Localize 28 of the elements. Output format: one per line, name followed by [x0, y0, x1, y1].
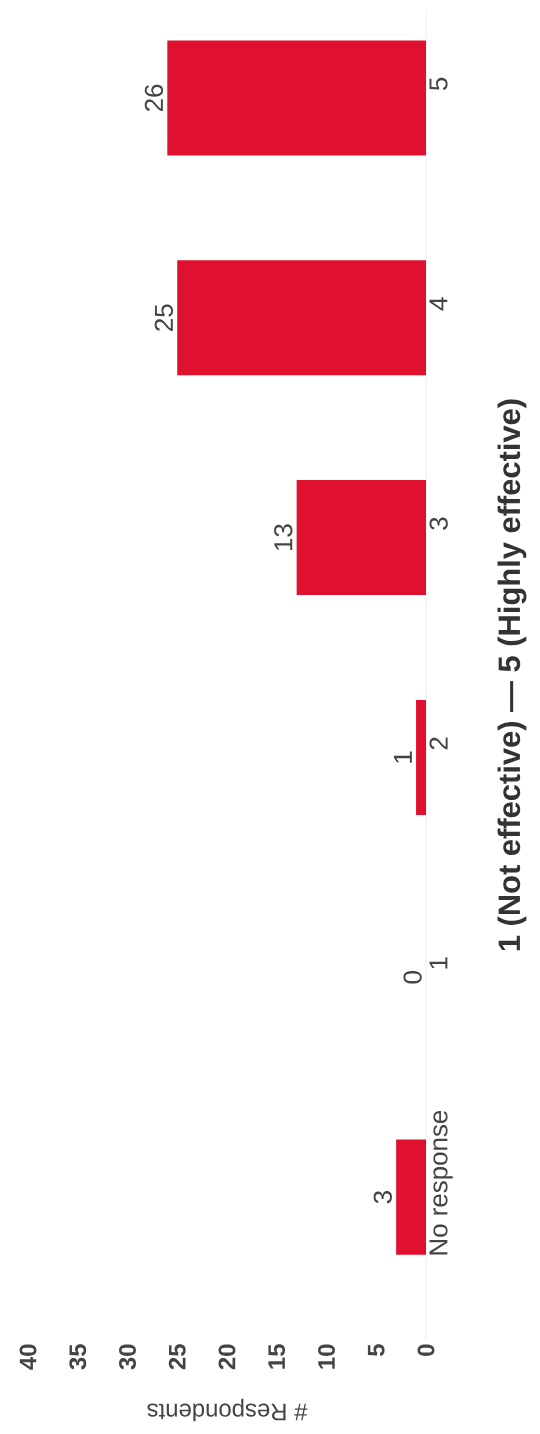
x-tick-label: 0 — [417, 1344, 435, 1356]
x-tick-label: 5 — [367, 1344, 385, 1357]
data-label: 0 — [403, 971, 422, 984]
bar — [177, 260, 426, 376]
data-label: 25 — [154, 304, 174, 331]
y-tick-label: 3 — [429, 517, 448, 530]
x-tick-label: 25 — [168, 1344, 186, 1370]
bar — [167, 40, 426, 156]
data-label: 13 — [274, 524, 293, 551]
x-tick-label: 15 — [268, 1344, 286, 1369]
x-tick-label: 10 — [318, 1344, 335, 1369]
y-tick-label: 2 — [429, 737, 448, 750]
y-tick-label: 5 — [429, 77, 448, 91]
bar — [296, 480, 426, 596]
data-label: 1 — [394, 751, 412, 763]
data-label: 3 — [373, 1191, 392, 1204]
y-tick-label: No response — [429, 1110, 453, 1255]
bar — [416, 699, 426, 815]
bar — [396, 1139, 426, 1255]
x-tick-label: 40 — [19, 1344, 37, 1370]
x-tick-label: 35 — [69, 1344, 87, 1370]
y-axis-title: 1 (Not effective) — 5 (Highly effective) — [497, 399, 527, 951]
x-tick-label: 30 — [119, 1344, 136, 1370]
y-tick-label: 1 — [429, 957, 448, 969]
y-tick-label: 4 — [429, 297, 448, 311]
x-tick-label: 20 — [218, 1344, 236, 1370]
x-axis-title: # Respondents — [147, 1398, 308, 1422]
data-label: 26 — [144, 84, 164, 112]
